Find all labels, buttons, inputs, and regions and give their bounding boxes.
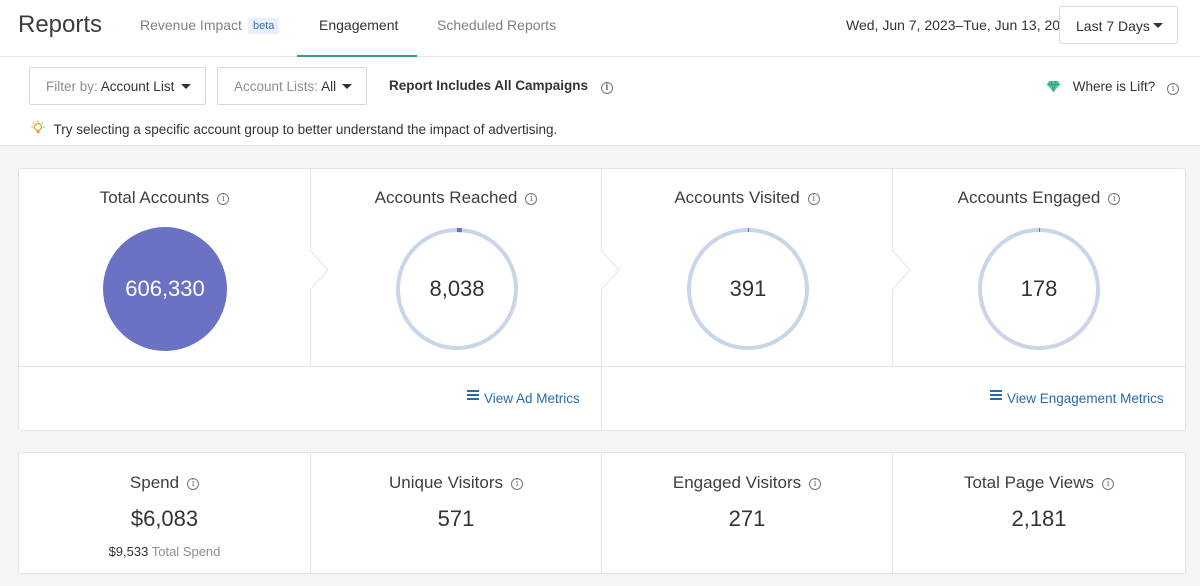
view-ad-metrics-link[interactable]: View Ad Metrics [467,390,580,406]
date-range-label: Wed, Jun 7, 2023–Tue, Jun 13, 2023 [846,17,1076,33]
stat-title-total-page-views: Total Page Views i [893,473,1185,493]
metric-title-label: Accounts Engaged [957,188,1101,207]
ring-progress-arc [687,228,809,350]
tab-label: Engagement [319,17,399,33]
filter-by-key: Filter by: [46,79,98,94]
total-spend-note: $9,533 Total Spend [19,544,310,559]
info-icon[interactable]: i [1108,193,1121,205]
tab-label: Revenue Impact [140,17,242,33]
stat-title-label: Engaged Visitors [672,473,802,492]
divider [310,453,311,573]
metric-title-accounts-reached: Accounts Reached i [311,188,601,208]
active-tab-indicator [297,55,417,57]
stat-title-label: Spend [129,473,180,492]
tab-revenue-impact[interactable]: Revenue Impact beta [140,17,280,57]
chevron-right-icon [892,250,911,290]
view-engagement-metrics-link[interactable]: View Engagement Metrics [990,390,1164,406]
diamond-icon [1047,80,1060,93]
stat-title-spend: Spend i [19,473,310,493]
account-lists-select[interactable]: Account Lists: All [217,67,367,105]
hint-text: Try selecting a specific account group t… [53,122,558,137]
metric-value-total-accounts: 606,330 [125,276,205,301]
date-range-select[interactable]: Last 7 Days [1059,6,1178,44]
tab-scheduled-reports[interactable]: Scheduled Reports [437,17,556,57]
list-icon [467,390,479,400]
caret-down-icon [181,84,191,89]
filter-by-value: Account List [100,79,175,94]
stat-value-total-page-views: 2,181 [1011,506,1067,531]
info-icon[interactable]: i [217,193,230,205]
info-icon[interactable]: i [600,82,613,94]
stat-value-spend: $6,083 [130,506,199,531]
metric-title-label: Accounts Visited [674,188,800,207]
total-spend-label: Total Spend [151,544,221,559]
metric-ring-accounts-engaged [978,228,1100,350]
view-engagement-metrics-label: View Engagement Metrics [1007,391,1164,406]
metric-title-accounts-visited: Accounts Visited i [602,188,892,208]
info-icon[interactable]: i [807,193,820,205]
info-icon[interactable]: i [1102,478,1115,490]
metric-ring-accounts-visited [687,228,809,350]
divider [892,453,893,573]
stat-title-unique-visitors: Unique Visitors i [311,473,601,493]
where-is-lift[interactable]: Where is Lift? i [1046,78,1180,95]
ring-fill-disc [103,227,227,351]
info-icon[interactable]: i [511,478,524,490]
filter-by-select[interactable]: Filter by: Account List [29,67,206,105]
metric-value-accounts-visited: 391 [729,276,767,301]
hint-message: Try selecting a specific account group t… [30,118,557,137]
stat-title-engaged-visitors: Engaged Visitors i [602,473,892,493]
stat-value-unique-visitors: 571 [437,506,475,531]
list-icon [990,390,1002,400]
tab-engagement[interactable]: Engagement [319,17,398,57]
metric-value-accounts-engaged: 178 [1020,276,1058,301]
view-ad-metrics-label: View Ad Metrics [484,391,580,406]
metric-ring-total-accounts [103,227,227,351]
metric-title-accounts-engaged: Accounts Engaged i [893,188,1185,208]
stat-title-label: Unique Visitors [388,473,504,492]
lightbulb-icon [31,120,45,133]
account-lists-value: All [321,79,337,94]
caret-down-icon [1153,23,1163,28]
page-title: Reports [18,11,103,38]
metric-title-label: Total Accounts [99,188,210,207]
divider [19,366,1185,367]
info-icon[interactable]: i [525,193,538,205]
campaigns-note: Report Includes All Campaigns i [389,78,613,94]
metric-value-accounts-reached: 8,038 [429,276,485,301]
total-spend-value: $9,533 [108,544,149,559]
campaigns-text: Report Includes All Campaigns [389,78,589,93]
stat-title-label: Total Page Views [963,473,1095,492]
stat-value-engaged-visitors: 271 [728,506,766,531]
beta-badge: beta [247,18,280,34]
account-lists-key: Account Lists: [234,79,319,94]
ring-progress-arc [978,228,1100,350]
metric-title-label: Accounts Reached [374,188,518,207]
ring-progress-arc [396,228,518,350]
info-icon[interactable]: i [1167,83,1180,95]
metric-title-total-accounts: Total Accounts i [19,188,310,208]
chevron-right-icon [601,250,620,290]
caret-down-icon [342,84,352,89]
divider [601,169,602,431]
info-icon[interactable]: i [187,478,200,490]
funnel-card: Total Accounts i 606,330 Accounts Reached… [18,168,1186,431]
info-icon[interactable]: i [809,478,822,490]
divider [601,453,602,573]
tab-label: Scheduled Reports [437,17,557,33]
metric-ring-accounts-reached [396,228,518,350]
date-range-select-value: Last 7 Days [1076,18,1150,34]
top-bar: Reports Revenue Impact beta Engagement Sc… [0,0,1200,57]
stats-card: Spend i $6,083 $9,533 Total Spend Unique … [18,452,1186,574]
filter-bar: Filter by: Account List Account Lists: A… [0,57,1200,146]
lift-text: Where is Lift? [1072,79,1156,94]
chevron-right-icon [310,250,329,290]
